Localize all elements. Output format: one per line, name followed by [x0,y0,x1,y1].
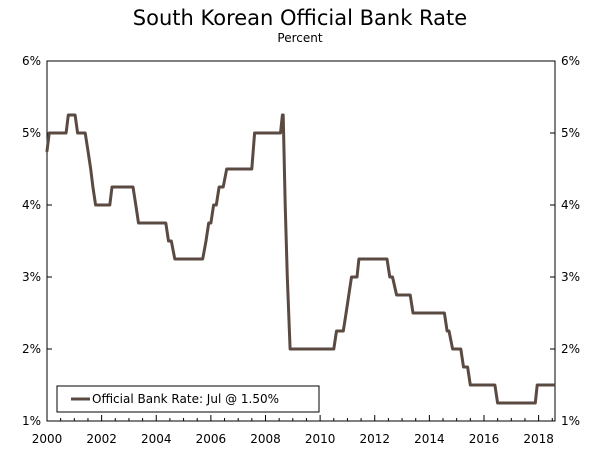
y-tick-label-right: 2% [561,342,580,356]
y-tick-label-right: 4% [561,198,580,212]
x-tick-label: 2018 [523,432,554,446]
y-tick-label-left: 1% [22,414,41,428]
y-tick-label-left: 5% [22,126,41,140]
x-tick-label: 2004 [141,432,172,446]
legend: Official Bank Rate: Jul @ 1.50% [56,385,320,413]
y-tick-label-left: 3% [22,270,41,284]
axis-ticks-layer [46,60,555,422]
y-tick-label-right: 6% [561,54,580,68]
x-tick-label: 2000 [32,432,63,446]
legend-box [56,385,320,413]
x-tick-label: 2010 [305,432,336,446]
x-tick-label: 2016 [469,432,500,446]
series-layer [45,113,556,405]
x-tick-label: 2014 [414,432,445,446]
y-tick-label-right: 1% [561,414,580,428]
chart-subtitle: Percent [277,31,323,45]
x-tick-label: 2012 [359,432,390,446]
x-tick-label: 2006 [196,432,227,446]
plot-area-frame [46,60,556,422]
y-tick-label-left: 2% [22,342,41,356]
series-line-official-bank-rate [45,113,556,405]
x-tick-label: 2002 [86,432,117,446]
y-tick-label-left: 4% [22,198,41,212]
x-tick-label: 2008 [250,432,281,446]
tick-labels-layer: 1% 1% 2% 2% 3% 3% 4% 4% 5% 5% 6% 6% 2000 2002 2004 2006… [22,54,580,446]
legend-label: Official Bank Rate: Jul @ 1.50% [92,392,279,406]
y-tick-label-right: 3% [561,270,580,284]
chart-title: South Korean Official Bank Rate [132,6,468,30]
y-tick-label-left: 6% [22,54,41,68]
y-tick-label-right: 5% [561,126,580,140]
